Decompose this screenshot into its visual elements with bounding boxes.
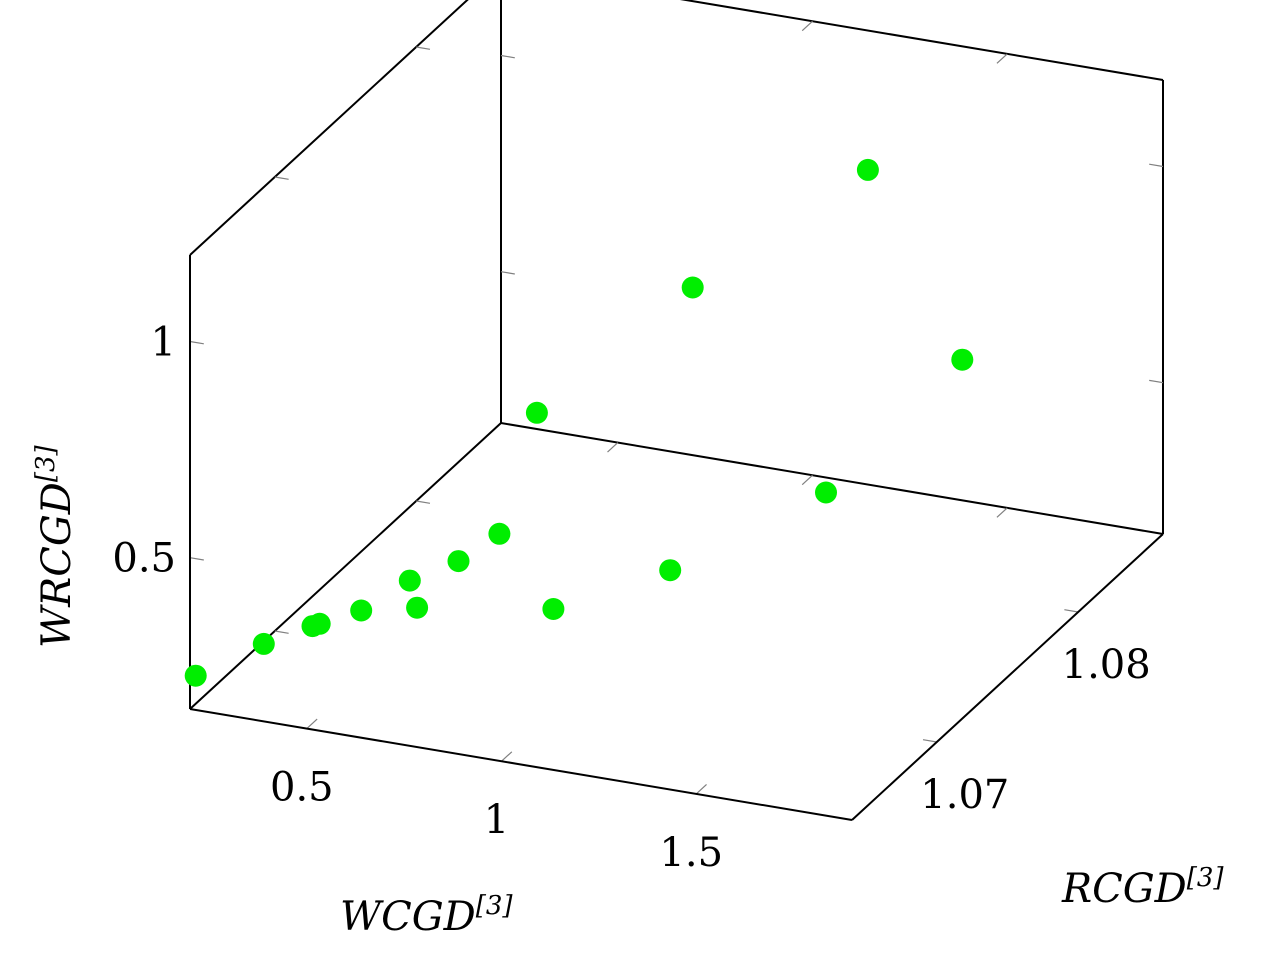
data-point <box>525 401 548 424</box>
axis-ticks <box>189 20 1164 795</box>
data-point <box>659 559 682 582</box>
data-point <box>856 158 879 181</box>
x-axis-line <box>189 708 853 821</box>
data-point <box>252 632 275 655</box>
data-point <box>951 348 974 371</box>
data-point <box>542 598 565 620</box>
plot-box-back <box>189 0 1164 710</box>
x-tick-mark-back <box>996 507 1008 518</box>
box-edge-top-left-depth <box>189 0 469 256</box>
data-point <box>406 596 429 619</box>
data-point <box>815 481 837 504</box>
data-point <box>308 612 331 635</box>
z-tick-mark-right <box>1149 163 1164 168</box>
z-tick-label: 0.5 <box>112 536 176 582</box>
z-tick-mark-back <box>500 54 515 59</box>
x-tick-label: 0.5 <box>270 765 334 811</box>
box-edge-bottom-left-depth <box>189 422 502 710</box>
data-point <box>398 569 421 592</box>
y-axis-line <box>851 533 1164 821</box>
plot-box-front <box>189 255 1164 821</box>
y-tick-mark <box>1064 609 1079 613</box>
data-points <box>184 158 974 687</box>
data-point <box>488 522 511 545</box>
x-tick-mark-back <box>801 474 813 486</box>
x-tick-label: 1.5 <box>659 830 723 876</box>
y-tick-label: 1.08 <box>1062 642 1151 688</box>
y-tick-mark-top <box>416 46 431 50</box>
box-edge-top-back <box>679 0 1164 81</box>
z-tick-label: 1 <box>151 319 176 365</box>
z-tick-mark <box>189 340 204 345</box>
data-point <box>350 599 373 622</box>
data-point <box>447 550 470 573</box>
x-tick-mark <box>501 751 513 762</box>
y-tick-mark-back <box>416 500 431 504</box>
y-tick-mark-back <box>274 630 289 634</box>
data-point <box>184 664 207 687</box>
y-axis-title: RCGD[3] <box>1061 863 1224 912</box>
x-tick-mark-top <box>996 53 1008 64</box>
y-tick-mark <box>922 739 937 743</box>
z-tick-mark-right <box>1149 379 1164 384</box>
z-tick-mark <box>189 557 204 561</box>
z-tick-mark-back <box>500 271 515 275</box>
x-tick-mark-top <box>801 20 813 32</box>
y-tick-mark-top <box>274 176 289 180</box>
x-axis-title: WCGD[3] <box>340 891 513 940</box>
y-tick-label: 1.07 <box>920 772 1009 818</box>
x-tick-mark-back <box>607 442 619 453</box>
z-axis-title: WRCGD[3] <box>31 444 80 648</box>
data-point <box>681 276 704 299</box>
x-tick-mark <box>306 718 318 730</box>
x-tick-mark <box>695 783 707 795</box>
tick-labels: 0.5 1 1.5 1.07 1.08 0.5 1 <box>112 319 1150 875</box>
box-edge-bottom-back <box>500 422 1164 535</box>
x-tick-label: 1 <box>484 797 509 843</box>
